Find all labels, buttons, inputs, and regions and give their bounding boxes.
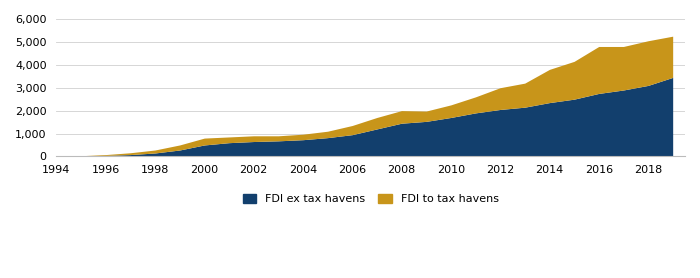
- Legend: FDI ex tax havens, FDI to tax havens: FDI ex tax havens, FDI to tax havens: [238, 190, 503, 208]
